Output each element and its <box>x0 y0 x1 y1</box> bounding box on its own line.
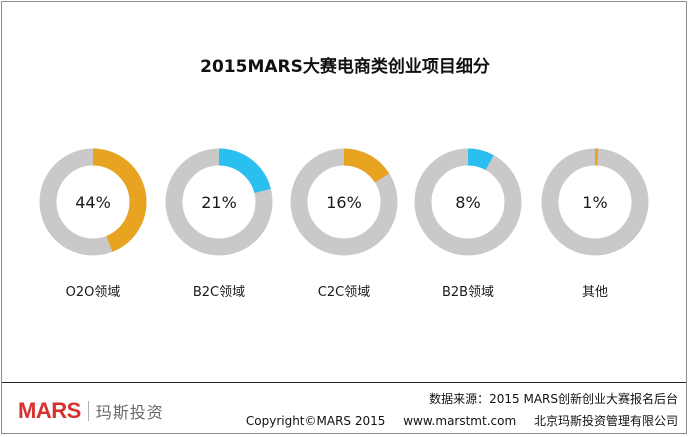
donut-charts: 44% 21% 16% 8% 1% <box>39 148 649 256</box>
donut-5-value-label: 1% <box>582 193 607 212</box>
logo-chinese-name: 玛斯投资 <box>95 403 164 422</box>
donut-1-value-label: 44% <box>75 193 111 212</box>
donut-3-segment <box>290 148 398 256</box>
copyright-line: Copyright©MARS 2015 www.marstmt.com 北京玛斯… <box>246 412 678 429</box>
donut-1-category-label: O2O领域 <box>65 285 121 300</box>
data-source: 数据来源：2015 MARS创新创业大赛报名后台 <box>429 392 678 406</box>
donut-5-category-label: 其他 <box>581 285 608 300</box>
donut-1-segment <box>39 148 147 256</box>
mars-logo: MARS 玛斯投资 <box>18 398 164 424</box>
donut-2-value-label: 21% <box>201 193 237 212</box>
website-link[interactable]: www.marstmt.com <box>403 414 517 428</box>
chart-title: 2015MARS大赛电商类创业项目细分 <box>200 57 490 77</box>
donut-3-category-label: C2C领域 <box>317 285 371 300</box>
logo-divider <box>87 401 89 421</box>
logo-wordmark: MARS <box>18 398 81 423</box>
donut-4-value-label: 8% <box>455 193 480 212</box>
donut-4-segment <box>414 148 522 256</box>
donut-2-category-label: B2C领域 <box>192 285 246 300</box>
donut-2-segment <box>165 148 273 256</box>
company-name: 北京玛斯投资管理有限公司 <box>533 414 678 428</box>
donut-4-category-label: B2B领域 <box>441 285 495 300</box>
footer-divider <box>2 382 686 383</box>
donut-3-value-label: 16% <box>326 193 362 212</box>
copyright-text: Copyright©MARS 2015 <box>245 414 386 428</box>
donut-5-segment <box>541 148 649 256</box>
